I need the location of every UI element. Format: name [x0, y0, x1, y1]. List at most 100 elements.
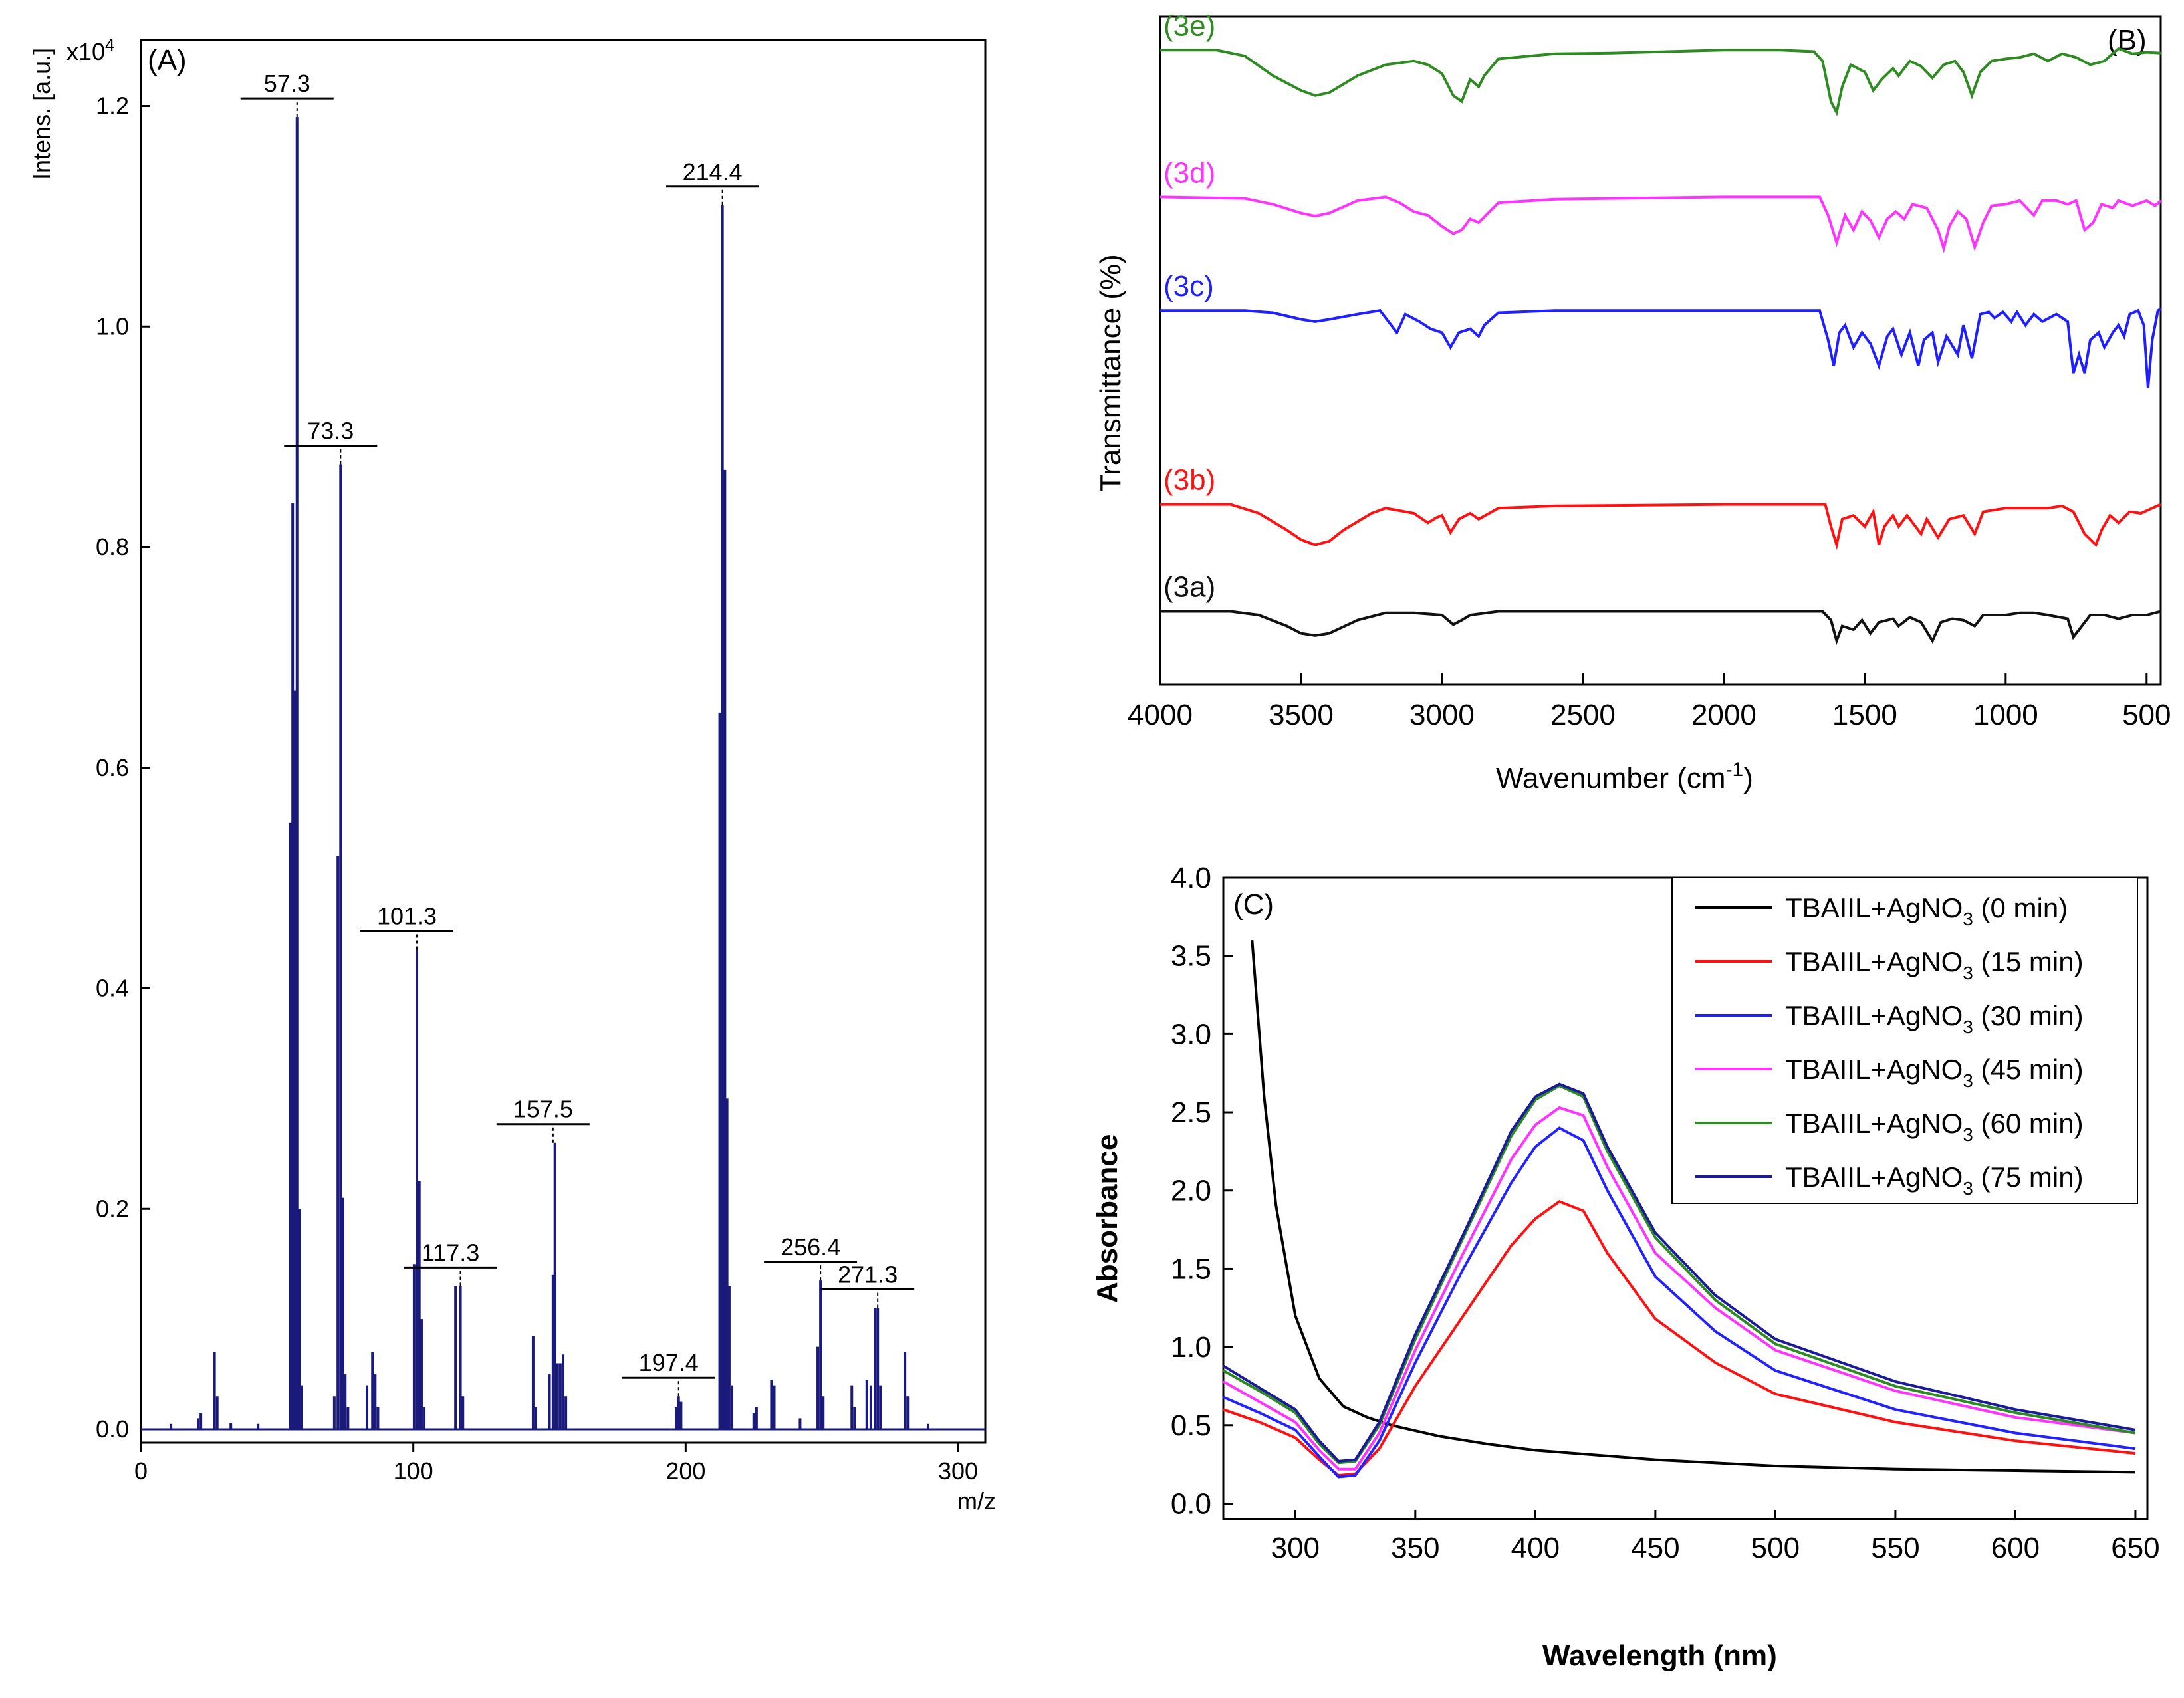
panel-c-x-ticks: 300 350 400 450 500 550 600 650	[1271, 1510, 2160, 1564]
legend-prefix: TBAIIL+AgNO	[1785, 1108, 1963, 1139]
y-tick-label: 2.5	[1171, 1096, 1211, 1129]
legend-label: TBAIIL+AgNO3 (15 min)	[1785, 946, 2084, 983]
x-tick-label: 300	[938, 1457, 978, 1485]
y-tick-label: 1.5	[1171, 1253, 1211, 1285]
x-tick-label: 3500	[1269, 699, 1334, 731]
legend-prefix: TBAIIL+AgNO	[1785, 892, 1963, 923]
x-tick-label: 650	[2111, 1532, 2159, 1564]
legend-sub: 3	[1963, 963, 1973, 983]
panel-c-xlabel: Wavelength (nm)	[1542, 1639, 1777, 1672]
panel-a-ylabel: Intens. [a.u.]	[28, 48, 55, 180]
legend-label: TBAIIL+AgNO3 (30 min)	[1785, 1000, 2084, 1037]
panel-a-multiplier: x104	[66, 35, 115, 65]
annotation-label: 73.3	[307, 418, 354, 445]
x-tick-label: 200	[666, 1457, 705, 1485]
legend-series-name: (60 min)	[1973, 1108, 2084, 1139]
legend-series-name: (45 min)	[1973, 1054, 2084, 1085]
panel-b-x-ticks: 4000 3500 3000 2500 2000 1500 1000 500	[1128, 673, 2171, 731]
x-tick-label: 1500	[1832, 699, 1897, 731]
annotation-label: 57.3	[264, 70, 310, 97]
x-tick-label: 550	[1871, 1532, 1919, 1564]
annotation-label: 271.3	[838, 1261, 898, 1288]
legend-prefix: TBAIIL+AgNO	[1785, 1161, 1963, 1193]
panel-a-annotations: 57.3 73.3 101.3 117.3 157.5 197.4 214.4 256.427…	[240, 70, 915, 1397]
panel-a-peaks	[141, 117, 985, 1431]
x-tick-label: 350	[1391, 1532, 1439, 1564]
annotation-label: 101.3	[377, 902, 437, 929]
y-tick-label: 0.8	[96, 533, 129, 560]
y-tick-label: 0.0	[1171, 1487, 1211, 1520]
series-line	[1223, 1126, 2136, 1479]
x-tick-label: 3000	[1409, 699, 1475, 731]
x-tick-label: 300	[1271, 1532, 1320, 1564]
panel-a-x-ticks: 0 100 200 300	[134, 1443, 978, 1485]
series-label: (3e)	[1163, 9, 1215, 42]
x-tick-label: 100	[394, 1457, 433, 1485]
legend-series-name: (30 min)	[1973, 1000, 2084, 1031]
panel-c-series	[1222, 939, 2136, 1479]
legend-series-name: (15 min)	[1973, 946, 2084, 977]
panel-a-frame	[140, 39, 987, 1444]
panel-b-xlabel: Wavenumber (cm-1)	[1496, 759, 1753, 794]
legend-series-name: (0 min)	[1973, 892, 2068, 923]
series-line	[1160, 503, 2161, 550]
y-tick-label: 2.0	[1171, 1175, 1211, 1207]
series-line	[1223, 1106, 2136, 1471]
panel-c-y-ticks: 0.0 0.5 1.0 1.5 2.0 2.5 3.0 3.5 4.0	[1171, 862, 1233, 1520]
y-tick-label: 0.4	[96, 975, 129, 1002]
legend-box	[1671, 877, 2138, 1204]
legend-prefix: TBAIIL+AgNO	[1785, 1054, 1963, 1085]
panel-c-legend: TBAIIL+AgNO3 (0 min)TBAIIL+AgNO3 (15 min…	[1671, 877, 2138, 1204]
legend-sub: 3	[1963, 1070, 1973, 1091]
x-tick-label: 450	[1631, 1532, 1679, 1564]
legend-label: TBAIIL+AgNO3 (75 min)	[1785, 1161, 2084, 1199]
panel-b-ylabel: Transmittance (%)	[1094, 254, 1127, 492]
series-line	[1160, 610, 2161, 646]
series-line	[1223, 1084, 2136, 1465]
y-tick-label: 1.0	[1171, 1331, 1211, 1364]
x-tick-label: 400	[1511, 1532, 1560, 1564]
panel-b-ftir: (B) Transmittance (%) Wavenumber (cm-1) …	[1094, 9, 2171, 794]
y-tick-label: 1.2	[96, 92, 129, 120]
series-line	[1251, 939, 2135, 1474]
annotation-label: 197.4	[639, 1349, 699, 1376]
panel-a-xlabel: m/z	[957, 1487, 996, 1515]
annotation-label: 256.4	[781, 1233, 840, 1261]
series-line	[1223, 1199, 2136, 1477]
y-tick-label: 0.5	[1171, 1409, 1211, 1442]
legend-sub: 3	[1963, 1017, 1973, 1037]
legend-prefix: TBAIIL+AgNO	[1785, 946, 1963, 977]
y-tick-label: 4.0	[1171, 862, 1211, 894]
y-tick-label: 3.0	[1171, 1018, 1211, 1050]
annotation-label: 214.4	[683, 158, 743, 185]
series-label: (3b)	[1163, 464, 1215, 497]
series-label: (3a)	[1163, 570, 1215, 603]
x-tick-label: 2000	[1691, 699, 1757, 731]
legend-sub: 3	[1963, 1124, 1973, 1145]
panel-b-frame	[1159, 15, 2162, 686]
panel-a-tag: (A)	[148, 44, 187, 76]
series-line	[1160, 308, 2161, 388]
series-label: (3c)	[1163, 270, 1214, 303]
x-tick-label: 500	[2122, 699, 2171, 731]
legend-label: TBAIIL+AgNO3 (60 min)	[1785, 1108, 2084, 1145]
panel-a-y-ticks: 0.0 0.2 0.4 0.6 0.8 1.0 1.2	[96, 92, 150, 1443]
panel-b-series: (3e) (3d) (3c) (3b) (3a)	[1159, 9, 2162, 646]
panel-c-uvvis: (C) Absorbance Wavelength (nm) 0.0 0.5 1.0…	[1091, 862, 2160, 1672]
x-tick-label: 2500	[1550, 699, 1616, 731]
legend-label: TBAIIL+AgNO3 (45 min)	[1785, 1054, 2084, 1091]
x-tick-label: 0	[134, 1457, 148, 1485]
y-tick-label: 1.0	[96, 312, 129, 340]
legend-label: TBAIIL+AgNO3 (0 min)	[1785, 892, 2068, 929]
panel-c-tag: (C)	[1233, 888, 1274, 921]
series-line	[1222, 1082, 2136, 1463]
series-line	[1159, 195, 2162, 254]
annotation-label: 117.3	[422, 1239, 479, 1266]
legend-series-name: (75 min)	[1973, 1161, 2084, 1193]
annotation-label: 157.5	[513, 1096, 573, 1123]
x-tick-label: 1000	[1973, 699, 2038, 731]
y-tick-label: 0.2	[96, 1195, 129, 1222]
legend-prefix: TBAIIL+AgNO	[1785, 1000, 1963, 1031]
x-tick-label: 600	[1991, 1532, 2040, 1564]
